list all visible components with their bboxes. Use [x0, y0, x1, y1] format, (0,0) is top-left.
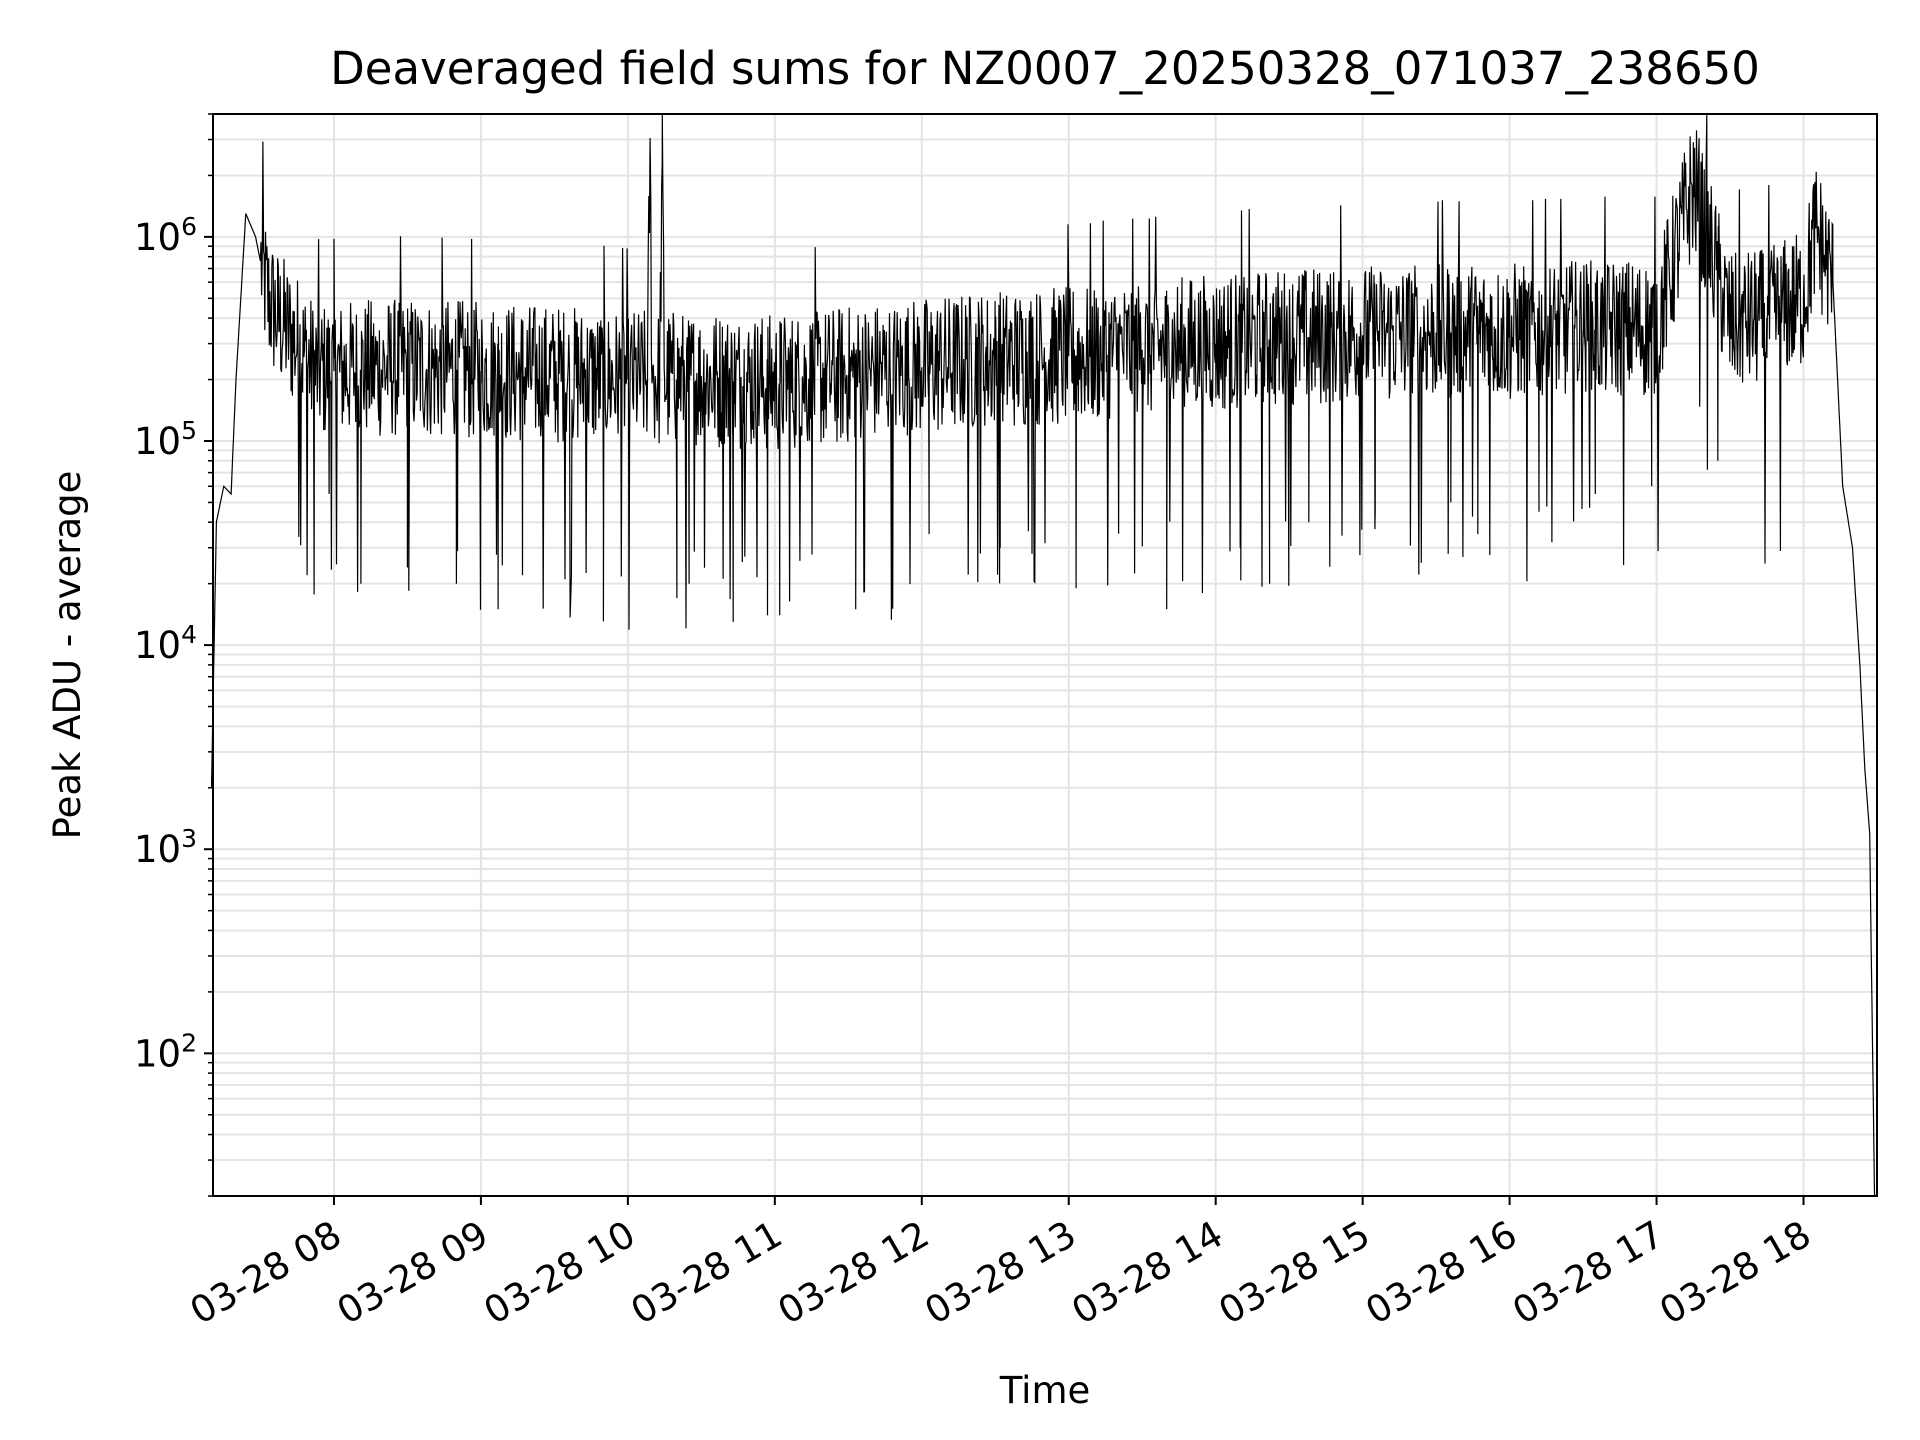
- y-tick-label: 102: [134, 1028, 197, 1075]
- y-tick-label: 103: [134, 824, 197, 871]
- x-tick-label: 03-28 15: [1212, 1213, 1378, 1333]
- x-tick-label: 03-28 17: [1505, 1213, 1671, 1333]
- x-tick-label: 03-28 18: [1652, 1213, 1818, 1333]
- y-tick-label: 106: [134, 212, 197, 259]
- x-axis-label: Time: [999, 1369, 1091, 1412]
- y-tick-label: 104: [134, 620, 197, 667]
- x-tick-label: 03-28 14: [1065, 1213, 1231, 1333]
- x-tick-label: 03-28 13: [918, 1213, 1084, 1333]
- x-tick-label: 03-28 08: [183, 1213, 349, 1333]
- x-tick-label: 03-28 10: [477, 1213, 643, 1333]
- x-tick-label: 03-28 11: [624, 1213, 790, 1333]
- y-axis-label: Peak ADU - average: [46, 471, 89, 840]
- y-tick-label: 105: [134, 416, 197, 463]
- x-tick-label: 03-28 16: [1359, 1213, 1525, 1333]
- x-tick-label: 03-28 12: [771, 1213, 937, 1333]
- series-layer: [210, 113, 1877, 1197]
- series-line: [210, 113, 1877, 1197]
- grid: [213, 113, 1877, 1197]
- chart-title: Deaveraged field sums for NZ0007_2025032…: [330, 42, 1760, 95]
- x-tick-label: 03-28 09: [330, 1213, 496, 1333]
